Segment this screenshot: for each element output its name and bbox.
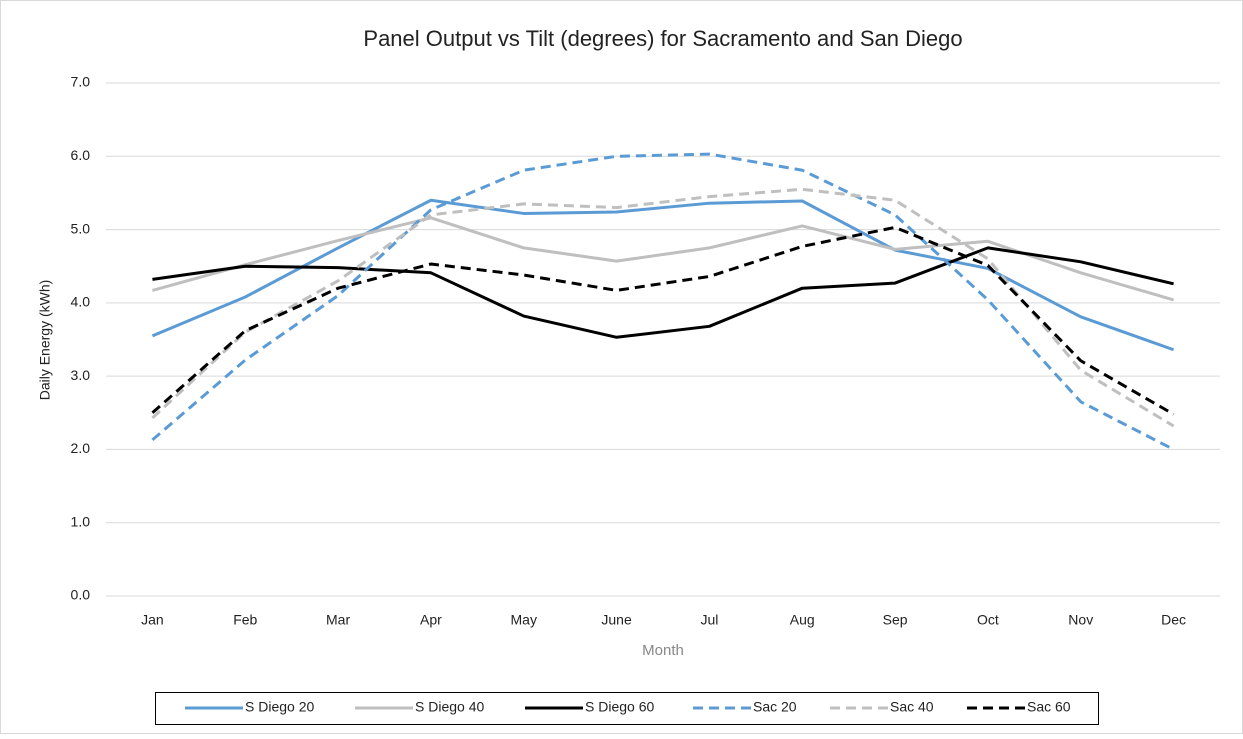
x-tick-label: Feb	[233, 612, 257, 628]
y-tick-label: 2.0	[71, 440, 91, 456]
series-line	[152, 246, 1174, 339]
x-tick-label: Jan	[141, 612, 164, 628]
y-tick-label: 0.0	[71, 587, 91, 603]
x-tick-label: Sep	[883, 612, 908, 628]
legend-label: Sac 40	[890, 699, 934, 715]
y-axis-label: Daily Energy (kWh)	[37, 280, 53, 401]
x-axis-label: Month	[642, 642, 684, 659]
legend-box	[155, 692, 1099, 725]
x-tick-label: Dec	[1161, 612, 1186, 628]
legend-label: S Diego 40	[415, 699, 484, 715]
x-tick-label: Oct	[977, 612, 999, 628]
legend-label: S Diego 60	[585, 699, 654, 715]
y-tick-label: 7.0	[71, 74, 91, 90]
x-tick-label: Apr	[420, 612, 442, 628]
x-tick-label: June	[601, 612, 632, 628]
legend-label: Sac 60	[1027, 699, 1071, 715]
x-tick-label: May	[511, 612, 537, 628]
legend-label: S Diego 20	[245, 699, 314, 715]
series-line	[151, 152, 1175, 451]
chart-title: Panel Output vs Tilt (degrees) for Sacra…	[363, 26, 962, 51]
series-line	[151, 187, 1175, 428]
x-tick-label: Mar	[326, 612, 350, 628]
legend-label: Sac 20	[753, 699, 797, 715]
x-tick-label: Aug	[790, 612, 815, 628]
series-line	[152, 216, 1175, 302]
x-tick-label: Nov	[1068, 612, 1093, 628]
y-tick-label: 3.0	[71, 367, 91, 383]
y-tick-label: 6.0	[71, 147, 91, 163]
y-tick-label: 5.0	[71, 220, 91, 236]
x-tick-label: Jul	[700, 612, 718, 628]
series-line	[151, 225, 1175, 416]
y-tick-label: 4.0	[71, 294, 91, 310]
y-tick-label: 1.0	[71, 513, 91, 529]
